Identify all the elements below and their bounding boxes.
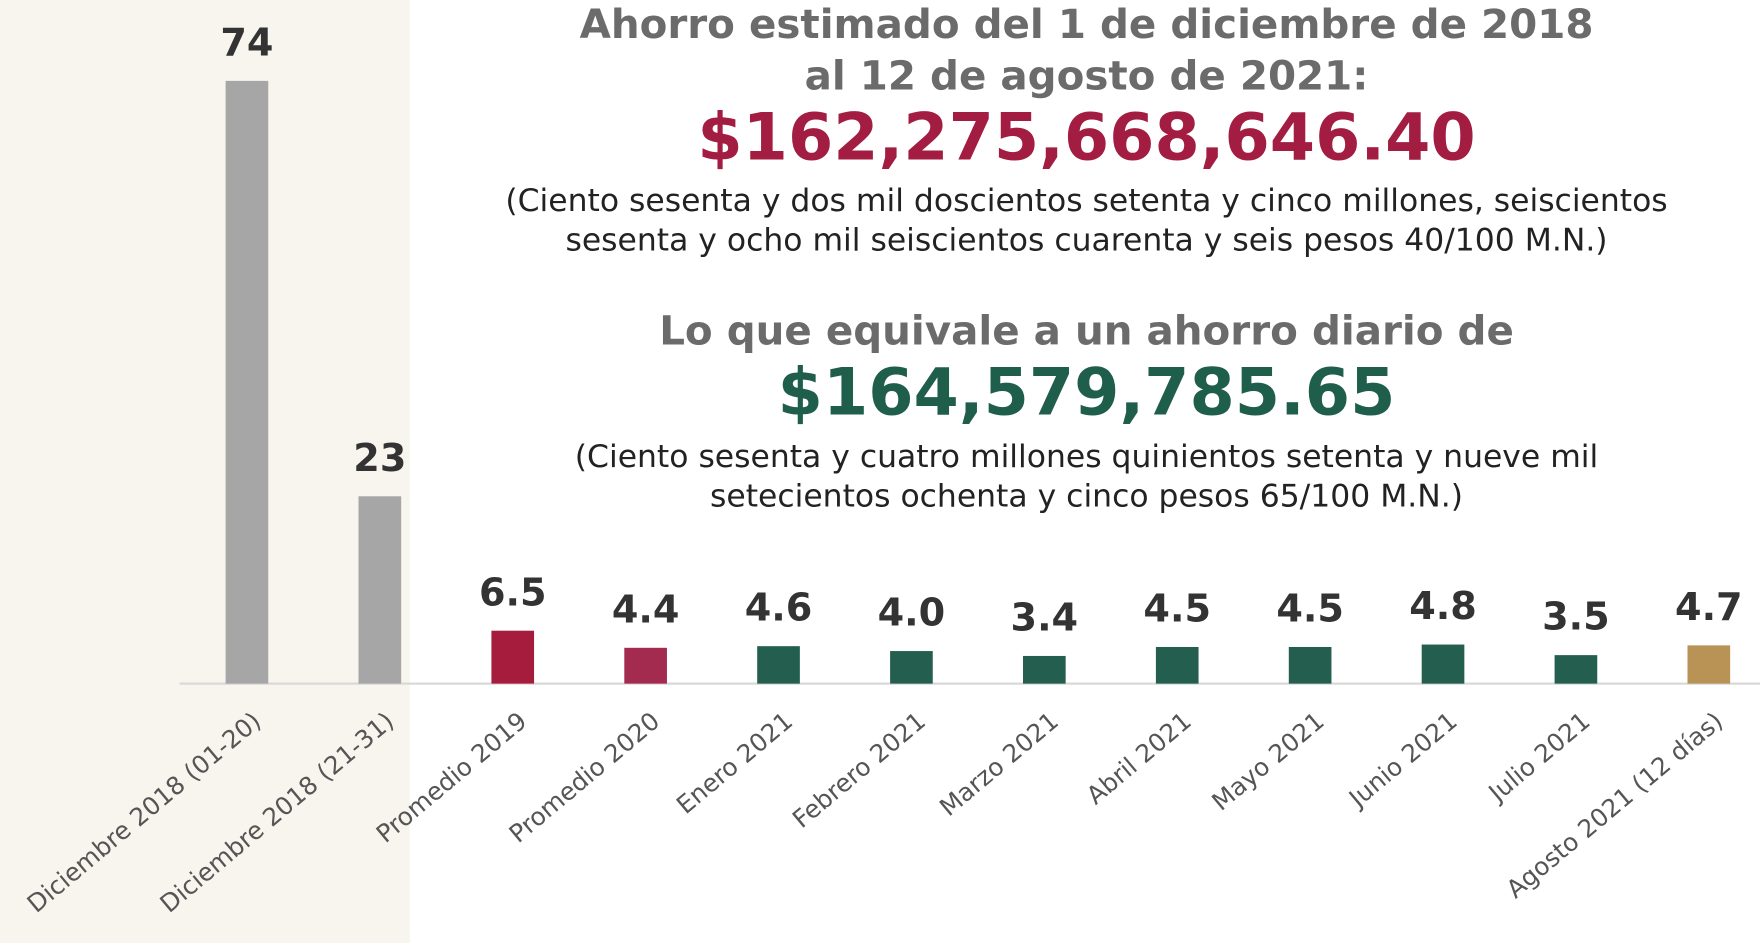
daily-heading: Lo que equivale a un ahorro diario de: [659, 306, 1514, 354]
x-tick-label: Mayo 2021: [1206, 706, 1329, 816]
bar: [491, 630, 535, 684]
daily-amount-text: (Ciento sesenta y cuatro millones quinie…: [575, 439, 1598, 475]
value-label: 74: [220, 20, 273, 64]
value-label: 4.5: [1276, 587, 1344, 631]
value-label: 4.4: [612, 587, 680, 631]
x-tick-label: Junio 2021: [1342, 706, 1463, 814]
bar: [1554, 655, 1598, 684]
bar: [757, 646, 800, 684]
x-tick-label: Marzo 2021: [934, 706, 1064, 822]
total-amount-text: sesenta y ocho mil seiscientos cuarenta …: [565, 222, 1607, 258]
value-label: 23: [353, 436, 406, 480]
value-label: 4.7: [1675, 585, 1743, 629]
title-line: al 12 de agosto de 2021:: [805, 52, 1369, 100]
background-pattern: [0, 0, 410, 943]
value-label: 4.8: [1409, 584, 1477, 628]
bar: [225, 80, 269, 684]
x-tick-label: Abril 2021: [1081, 706, 1197, 810]
x-tick-label: Agosto 2021 (12 días): [1501, 706, 1729, 904]
bar: [624, 647, 667, 684]
total-amount: $162,275,668,646.40: [697, 101, 1475, 176]
daily-amount-text: setecientos ochenta y cinco pesos 65/100…: [710, 478, 1463, 514]
value-label: 3.4: [1011, 596, 1079, 640]
bar: [1687, 645, 1731, 684]
bar: [1288, 646, 1332, 684]
daily-amount: $164,579,785.65: [778, 355, 1396, 430]
value-label: 4.5: [1143, 587, 1211, 631]
value-label: 3.5: [1542, 595, 1610, 639]
bar: [1023, 655, 1066, 684]
bar: [890, 651, 933, 684]
value-label: 6.5: [479, 570, 547, 614]
x-tick-label: Febrero 2021: [787, 706, 931, 834]
total-amount-text: (Ciento sesenta y dos mil doscientos set…: [505, 183, 1667, 219]
value-label: 4.6: [745, 586, 813, 630]
x-tick-label: Julio 2021: [1482, 706, 1596, 808]
x-tick-label: Enero 2021: [671, 706, 798, 819]
value-label: 4.0: [878, 591, 946, 635]
bar: [1421, 644, 1465, 684]
bar: [358, 496, 402, 684]
title-line: Ahorro estimado del 1 de diciembre de 20…: [580, 0, 1594, 48]
bar: [1155, 646, 1199, 684]
